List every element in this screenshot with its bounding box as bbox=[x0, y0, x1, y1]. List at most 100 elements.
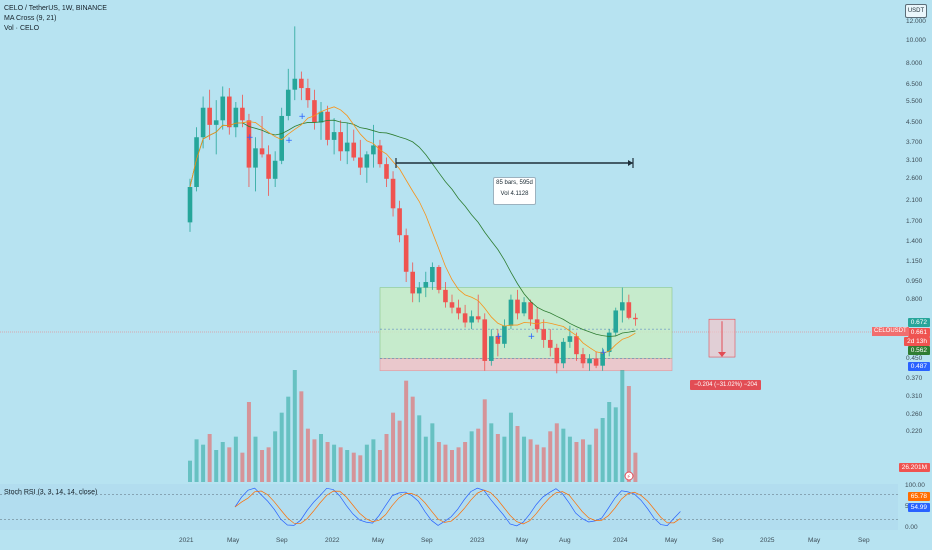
candle-body bbox=[495, 336, 501, 344]
volume-bar bbox=[364, 444, 369, 482]
volume-bar bbox=[266, 447, 271, 482]
candle-body bbox=[299, 78, 304, 89]
price-axis-label: 0.260 bbox=[906, 410, 923, 418]
symbol-title[interactable]: CELO / TetherUS, 1W, BINANCE bbox=[4, 5, 107, 12]
volume-bar bbox=[587, 444, 592, 482]
volume-bar bbox=[515, 426, 520, 482]
time-axis-label: 2023 bbox=[470, 537, 485, 544]
volume-bar bbox=[502, 436, 507, 482]
chart-legend: CELO / TetherUS, 1W, BINANCE MA Cross (9… bbox=[4, 4, 107, 34]
candle-body bbox=[489, 336, 494, 361]
countdown-tag: 2d 13h bbox=[904, 337, 930, 346]
time-axis-label: 2024 bbox=[613, 537, 628, 544]
price-axis-label: 0.220 bbox=[906, 428, 923, 435]
currency-button[interactable]: USDT bbox=[905, 4, 927, 18]
candle-body bbox=[462, 313, 468, 323]
volume-bar bbox=[188, 460, 192, 482]
time-axis-label: May bbox=[372, 537, 385, 544]
price-drop-label: −0.204 (−31.02%) −204 bbox=[690, 380, 762, 390]
price-axis-label: 6.500 bbox=[906, 80, 923, 88]
candle-body bbox=[443, 289, 448, 303]
volume-bar bbox=[482, 399, 487, 482]
volume-bar bbox=[423, 436, 428, 482]
candle-body bbox=[606, 332, 612, 353]
symbol-price-tag: CELOUSDT bbox=[872, 327, 909, 336]
candle-body bbox=[207, 107, 212, 125]
volume-bar bbox=[410, 396, 415, 482]
volume-bar bbox=[450, 450, 454, 482]
volume-bar bbox=[391, 412, 396, 482]
candle-body bbox=[358, 157, 363, 168]
volume-bar bbox=[377, 450, 382, 482]
volume-bar bbox=[535, 444, 540, 482]
price-axis-label: 1.400 bbox=[906, 238, 923, 246]
candle-body bbox=[213, 120, 219, 125]
volume-bar bbox=[260, 450, 265, 482]
candle-body bbox=[187, 187, 193, 223]
price-axis-label: 3.100 bbox=[906, 156, 923, 164]
volume-bar bbox=[227, 447, 232, 482]
ma-cross-marker: + bbox=[246, 133, 254, 143]
volume-bar bbox=[338, 447, 343, 482]
price-axis-label: 0.370 bbox=[906, 374, 923, 382]
event-flash-glyph: ⚡ bbox=[627, 474, 631, 481]
price-axis-label: 0.310 bbox=[906, 392, 923, 400]
measure-tool-drawing[interactable]: ⚡ bbox=[395, 158, 736, 481]
ma-indicator-label[interactable]: MA Cross (9, 21) bbox=[4, 15, 57, 22]
volume-bar bbox=[633, 452, 638, 482]
candle-body bbox=[482, 319, 488, 361]
volume-bar bbox=[345, 450, 350, 482]
volume-bar bbox=[240, 452, 245, 482]
volume-indicator-label[interactable]: Vol · CELO bbox=[4, 25, 40, 32]
time-axis-label: Sep bbox=[858, 537, 870, 544]
candle-body bbox=[279, 115, 284, 161]
rsi-pane-bg bbox=[0, 484, 898, 530]
candle-body bbox=[364, 154, 370, 168]
volume-bar bbox=[286, 396, 291, 482]
candle-body bbox=[469, 316, 474, 323]
candle-body bbox=[384, 164, 389, 179]
candle-body bbox=[272, 160, 278, 179]
rsi-axis-label: 100.00 bbox=[905, 482, 925, 489]
range-box-lower bbox=[379, 358, 673, 372]
candle-body bbox=[338, 132, 343, 152]
candle-body bbox=[416, 287, 422, 294]
candle-body bbox=[547, 339, 553, 348]
candle-body bbox=[351, 142, 357, 158]
candle-body bbox=[430, 266, 435, 283]
volume-bar bbox=[299, 391, 304, 482]
candle-body bbox=[253, 148, 258, 168]
stoch-rsi-label[interactable]: Stoch RSI (3, 3, 14, 14, close) bbox=[4, 489, 98, 496]
rsi-k-line bbox=[234, 487, 681, 527]
volume-bar bbox=[436, 442, 441, 482]
time-axis-label: May bbox=[227, 537, 240, 544]
volume-bars bbox=[188, 370, 638, 482]
range-box-group bbox=[379, 287, 673, 372]
candle-body bbox=[292, 78, 298, 90]
candle-body bbox=[220, 96, 226, 121]
volume-bar bbox=[351, 452, 356, 482]
volume-bar bbox=[312, 439, 317, 482]
ma-cross-marker: + bbox=[600, 348, 608, 358]
candle-body bbox=[561, 341, 566, 364]
volume-bar bbox=[319, 434, 323, 482]
time-axis-label: 2025 bbox=[760, 537, 775, 544]
ma-cross-marker: + bbox=[285, 136, 293, 146]
volume-bar bbox=[548, 431, 553, 482]
volume-bar bbox=[541, 447, 546, 482]
time-axis-label: 2021 bbox=[179, 537, 194, 544]
volume-bar bbox=[476, 428, 481, 482]
price-tag-high: 0.672 bbox=[907, 318, 930, 327]
ma-fast-tag: 0.562 bbox=[907, 346, 930, 355]
ma-cross-marker: + bbox=[495, 332, 503, 342]
volume-bar bbox=[463, 442, 468, 482]
volume-bar bbox=[292, 370, 297, 482]
candle-body bbox=[246, 120, 252, 168]
candle-body bbox=[259, 148, 265, 155]
candle-body bbox=[305, 88, 311, 101]
drop-arrow-icon bbox=[718, 352, 726, 358]
candle-body bbox=[436, 266, 442, 290]
candle-body bbox=[240, 107, 245, 121]
volume-bar bbox=[561, 428, 566, 482]
